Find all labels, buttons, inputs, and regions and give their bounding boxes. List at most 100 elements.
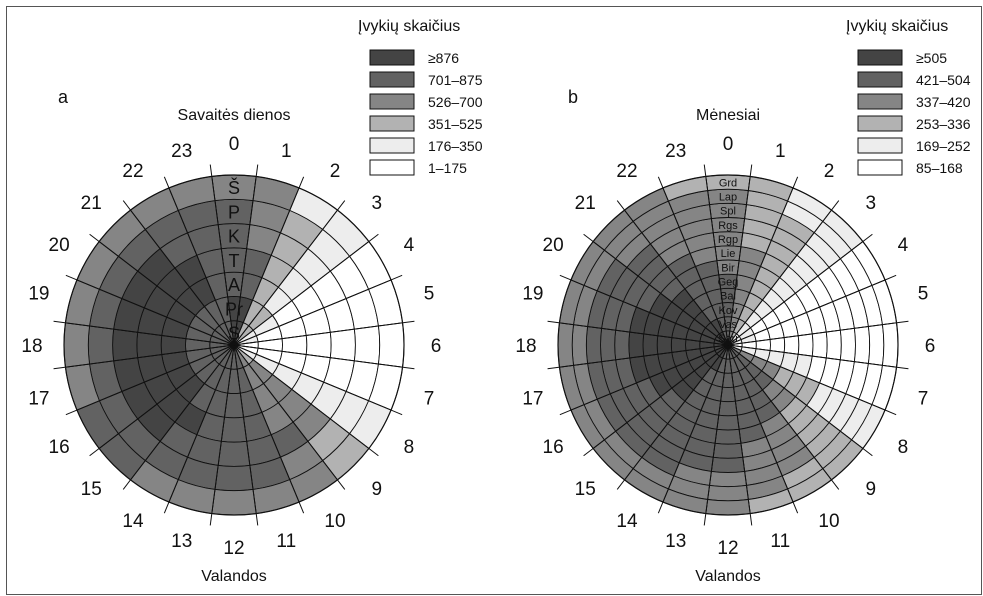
heatmap-cell bbox=[217, 440, 251, 467]
hour-label: 9 bbox=[372, 479, 383, 500]
ring-label: Bal bbox=[720, 291, 736, 303]
spoke-line bbox=[727, 344, 840, 490]
ring-label: Lie bbox=[721, 248, 736, 260]
legend-label: 526–700 bbox=[428, 94, 483, 110]
hour-label: 15 bbox=[81, 479, 102, 500]
spoke-line bbox=[727, 344, 799, 514]
hour-label: 18 bbox=[21, 336, 42, 357]
ring-label: K bbox=[228, 227, 240, 247]
heatmap-cell bbox=[87, 325, 115, 365]
ring-labels: Grd Lap Spl Rgs Rgp Lie Bir Geg Bal Kov Vas Sau bbox=[718, 177, 739, 345]
heatmap-cell bbox=[797, 333, 814, 357]
spoke-line bbox=[727, 344, 897, 416]
spoke-line bbox=[163, 176, 235, 346]
hour-label: 6 bbox=[925, 336, 936, 357]
hour-label: 1 bbox=[281, 141, 292, 162]
spoke-line bbox=[209, 344, 235, 526]
spoke-line bbox=[703, 164, 729, 346]
spoke-line bbox=[65, 344, 235, 416]
outer-ring bbox=[63, 174, 405, 516]
heatmap-cell bbox=[656, 335, 673, 355]
heatmap-cell bbox=[557, 322, 575, 368]
legend-label: 337–420 bbox=[916, 94, 971, 110]
spoke-line bbox=[89, 233, 235, 346]
hour-label: 22 bbox=[616, 161, 637, 182]
spoke-line bbox=[547, 320, 729, 346]
legend-label: ≥505 bbox=[916, 50, 947, 66]
hour-label: 7 bbox=[424, 388, 435, 409]
ring-label: Spl bbox=[720, 206, 736, 218]
spoke-line bbox=[233, 344, 259, 526]
ring-label: Vas bbox=[719, 319, 738, 331]
heatmap-cell bbox=[214, 464, 254, 492]
spoke-line bbox=[727, 344, 909, 370]
spoke-line bbox=[616, 200, 729, 346]
hour-label: 1 bbox=[775, 141, 786, 162]
spoke-line bbox=[727, 164, 753, 346]
heatmap-cell bbox=[642, 333, 659, 357]
heatmap-cell bbox=[220, 416, 248, 443]
spoke-line bbox=[233, 274, 403, 346]
ring-label: Bir bbox=[721, 262, 735, 274]
heatmap-cell bbox=[853, 326, 871, 364]
hour-label: 23 bbox=[171, 141, 192, 162]
heatmap-cell bbox=[628, 331, 645, 359]
ring-label: Sau bbox=[718, 333, 738, 345]
heatmap-cell bbox=[670, 337, 687, 353]
hour-label: 20 bbox=[543, 235, 564, 256]
heatmap-cell bbox=[329, 328, 356, 362]
hour-label: 8 bbox=[404, 437, 415, 458]
hour-label: 20 bbox=[49, 235, 70, 256]
ring-label: Rgs bbox=[718, 220, 738, 232]
hour-label: 11 bbox=[276, 531, 296, 552]
spoke-line bbox=[233, 200, 346, 346]
legend-swatch bbox=[857, 93, 903, 110]
heatmap-cell bbox=[705, 498, 751, 516]
legend-swatch bbox=[857, 137, 903, 154]
hour-label: 15 bbox=[575, 479, 596, 500]
legend-label: 351–525 bbox=[428, 116, 483, 132]
heatmap-cell bbox=[614, 329, 631, 361]
spoke-line bbox=[727, 274, 897, 346]
spoke-line bbox=[122, 344, 235, 490]
legend-title: Įvykių skaičius bbox=[358, 18, 460, 35]
ring-label: Kov bbox=[719, 305, 738, 317]
ring-label: A bbox=[228, 275, 240, 295]
legend-label: 176–350 bbox=[428, 138, 483, 154]
panel-title: Savaitės dienos bbox=[178, 107, 291, 124]
legend: Įvykių skaičius ≥505 421–504 337–420 253–336… bbox=[846, 18, 971, 176]
legend-swatch bbox=[369, 159, 415, 176]
legend-swatch bbox=[369, 49, 415, 66]
legend-title: Įvykių skaičius bbox=[846, 18, 948, 35]
spoke-line bbox=[233, 344, 305, 514]
spoke-line bbox=[547, 344, 729, 370]
spoke-line bbox=[616, 344, 729, 490]
hour-label: 4 bbox=[404, 235, 415, 256]
heatmap-cell bbox=[716, 414, 740, 431]
x-axis-label: Valandos bbox=[695, 568, 761, 585]
legend-swatch bbox=[369, 71, 415, 88]
spoke-line bbox=[65, 274, 235, 346]
heatmap-cell bbox=[811, 331, 828, 359]
legend-label: 169–252 bbox=[916, 138, 971, 154]
hour-label: 13 bbox=[171, 531, 192, 552]
heatmap-cell bbox=[600, 327, 617, 363]
legend-swatch bbox=[857, 71, 903, 88]
legend-swatch bbox=[857, 159, 903, 176]
legend-swatch bbox=[369, 115, 415, 132]
ring-label: T bbox=[229, 251, 240, 271]
hour-label: 10 bbox=[818, 511, 839, 532]
heatmap-cell bbox=[867, 324, 885, 366]
spoke-line bbox=[559, 274, 729, 346]
hour-label: 12 bbox=[717, 538, 738, 559]
legend-swatch bbox=[857, 115, 903, 132]
panel-a: 0 1234567891011121314151617181920212223ŠP… bbox=[21, 18, 483, 585]
spoke-line bbox=[122, 200, 235, 346]
heatmap-cell bbox=[377, 322, 405, 368]
hour-label: 5 bbox=[424, 284, 435, 305]
spoke-line bbox=[233, 164, 259, 346]
hour-label: 2 bbox=[330, 161, 341, 182]
heatmap-cell bbox=[112, 328, 139, 362]
x-axis-label: Valandos bbox=[201, 568, 267, 585]
